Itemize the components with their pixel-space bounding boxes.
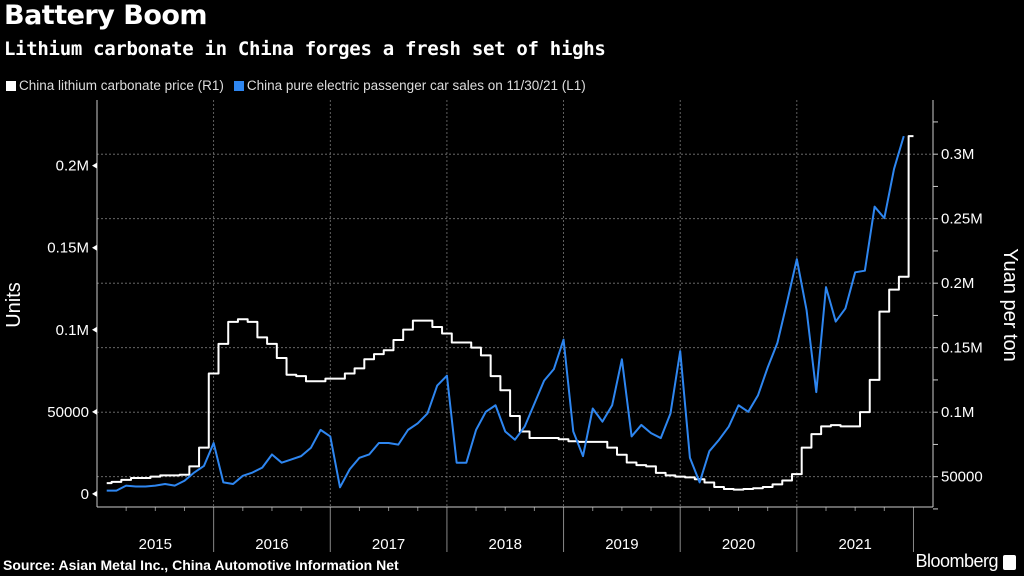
legend: China lithium carbonate price (R1) China…	[6, 78, 586, 93]
left-tick-mark	[92, 162, 97, 169]
line-lithium-price	[106, 135, 914, 491]
chart-title: Battery Boom	[4, 0, 208, 31]
series-lithium-price	[106, 135, 914, 491]
x-tick-label: 2017	[372, 536, 405, 553]
x-tick-label: 2021	[838, 536, 871, 553]
left-tick-label: 0.1M	[56, 322, 89, 339]
x-tick-label: 2019	[605, 536, 638, 553]
x-tick-label: 2015	[139, 536, 172, 553]
x-tick-label: 2020	[722, 536, 755, 553]
chart-subtitle: Lithium carbonate in China forges a fres…	[4, 38, 606, 60]
legend-swatch-white	[6, 80, 16, 91]
line-ev-sales	[106, 135, 905, 492]
x-tick-label: 2018	[489, 536, 522, 553]
left-tick-mark	[92, 490, 97, 497]
legend-item-ev-sales: China pure electric passenger car sales …	[233, 78, 586, 93]
left-tick-label: 50000	[47, 404, 89, 421]
legend-item-lithium-price: China lithium carbonate price (R1)	[6, 78, 224, 93]
legend-label: China pure electric passenger car sales …	[246, 78, 586, 93]
right-tick-label: 0.15M	[941, 340, 983, 357]
left-tick-mark	[92, 244, 97, 251]
legend-swatch-blue	[233, 80, 244, 91]
left-tick-label: 0	[81, 486, 89, 503]
right-axis-title: Yuan per ton	[999, 248, 1021, 361]
series-ev-sales	[106, 135, 905, 492]
legend-label: China lithium carbonate price (R1)	[19, 78, 224, 93]
x-tick-label: 2016	[255, 536, 288, 553]
left-tick-label: 0.15M	[47, 240, 89, 257]
bloomberg-terminal-icon	[1003, 555, 1016, 570]
source-note: Source: Asian Metal Inc., China Automoti…	[3, 557, 399, 573]
right-tick-label: 50000	[941, 469, 983, 486]
left-tick-mark	[92, 408, 97, 415]
bloomberg-logo: Bloomberg	[915, 551, 998, 571]
right-tick-label: 0.1M	[941, 404, 974, 421]
right-tick-label: 0.2M	[941, 275, 974, 292]
left-tick-mark	[92, 326, 97, 333]
left-axis-title: Units	[3, 282, 25, 328]
right-tick-label: 0.3M	[941, 146, 974, 163]
right-tick-label: 0.25M	[941, 211, 983, 228]
left-tick-label: 0.2M	[56, 158, 89, 175]
